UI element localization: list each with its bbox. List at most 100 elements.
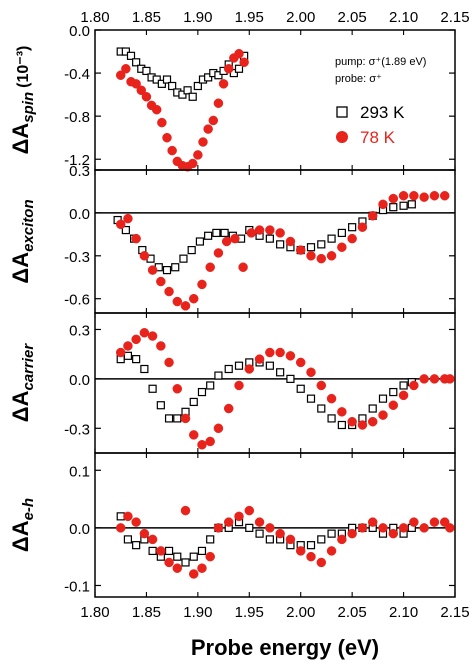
- data-point-78K: [139, 251, 150, 261]
- data-point-78K: [213, 423, 224, 434]
- series-293K: [116, 351, 416, 430]
- top-tick-label: 1.90: [183, 9, 212, 26]
- data-point-293K: [327, 234, 336, 243]
- data-point-78K: [378, 410, 388, 420]
- data-point-78K: [409, 517, 419, 527]
- data-point-78K: [275, 528, 285, 539]
- data-point-78K: [285, 236, 296, 247]
- data-point-78K: [398, 390, 409, 401]
- annotation: pump: σ⁺(1.89 eV) probe: σ⁺: [335, 56, 426, 85]
- y-tick-label: -1.2: [64, 152, 90, 169]
- data-point-293K: [195, 237, 205, 246]
- data-point-293K: [123, 351, 133, 360]
- data-point-78K: [295, 546, 306, 556]
- data-point-78K: [337, 534, 347, 545]
- data-point-293K: [206, 535, 215, 544]
- data-point-78K: [180, 413, 191, 424]
- data-point-293K: [389, 387, 398, 397]
- data-point-78K: [347, 528, 357, 539]
- panel-e-h: 0.1 0.0 -0.1 ΔAe-h: [8, 452, 456, 598]
- data-point-78K: [198, 137, 208, 147]
- data-point-78K: [167, 145, 177, 156]
- data-point-293K: [162, 266, 172, 275]
- data-point-78K: [316, 253, 327, 264]
- data-point-293K: [204, 73, 213, 82]
- data-point-293K: [148, 546, 157, 556]
- data-point-293K: [255, 529, 264, 538]
- data-point-78K: [208, 115, 219, 126]
- data-point-78K: [347, 233, 357, 244]
- data-point-293K: [276, 240, 285, 249]
- data-point-293K: [156, 401, 165, 410]
- data-point-78K: [265, 225, 275, 235]
- data-point-293K: [193, 81, 202, 91]
- data-point-78K: [306, 251, 316, 261]
- data-point-78K: [131, 233, 141, 244]
- data-point-78K: [295, 357, 306, 368]
- data-point-78K: [439, 190, 450, 201]
- data-point-78K: [244, 364, 255, 374]
- data-point-293K: [183, 86, 192, 95]
- data-point-78K: [378, 199, 388, 210]
- data-point-293K: [265, 234, 274, 243]
- data-point-78K: [205, 436, 215, 447]
- data-point-78K: [244, 505, 255, 516]
- top-tick-label: 2.10: [389, 9, 418, 26]
- data-point-78K: [188, 430, 199, 440]
- data-point-293K: [148, 384, 157, 393]
- legend-marker-293K: [336, 106, 348, 118]
- data-point-293K: [173, 414, 182, 423]
- data-point-293K: [168, 81, 177, 91]
- data-point-78K: [180, 301, 191, 311]
- data-point-78K: [213, 98, 224, 108]
- pump-annotation: pump: σ⁺(1.89 eV): [335, 56, 426, 68]
- bottom-tick-label: 1.95: [235, 604, 264, 621]
- data-point-78K: [326, 546, 337, 556]
- data-point-78K: [419, 374, 429, 384]
- data-point-78K: [221, 236, 232, 247]
- data-point-78K: [275, 347, 285, 358]
- panel-spin: 0.0 -0.4 -0.8 -1.2 ΔAspin(10⁻³): [8, 23, 456, 172]
- data-point-78K: [172, 296, 183, 307]
- data-point-293K: [378, 394, 388, 403]
- data-point-293K: [140, 364, 149, 374]
- data-point-78K: [429, 374, 440, 384]
- panel-exciton: 0.3 0.0 -0.3 -0.6 ΔAexciton: [8, 163, 456, 314]
- top-tick-label: 1.80: [80, 9, 109, 26]
- bottom-tick-label: 1.85: [132, 604, 161, 621]
- data-point-78K: [187, 158, 198, 169]
- data-point-293K: [132, 58, 141, 67]
- data-point-78K: [115, 219, 126, 230]
- y-tick-label: 0.0: [69, 372, 90, 389]
- data-point-78K: [203, 124, 213, 134]
- data-point-293K: [126, 51, 136, 60]
- data-point-78K: [295, 245, 306, 255]
- y-tick-label: -0.1: [64, 578, 90, 595]
- data-point-293K: [164, 414, 174, 423]
- data-point-293K: [121, 225, 130, 235]
- data-point-78K: [139, 528, 150, 539]
- data-point-78K: [197, 279, 207, 290]
- series-78K: [115, 190, 450, 311]
- data-point-293K: [204, 231, 213, 240]
- data-point-78K: [147, 265, 158, 275]
- data-point-78K: [180, 505, 191, 516]
- data-point-78K: [131, 79, 141, 89]
- data-point-293K: [164, 546, 174, 556]
- series-78K: [115, 505, 455, 579]
- data-point-78K: [115, 523, 126, 533]
- data-point-293K: [245, 523, 254, 532]
- data-point-78K: [398, 190, 409, 201]
- data-point-78K: [131, 334, 141, 345]
- bottom-tick-label: 2.10: [389, 604, 418, 621]
- data-point-78K: [337, 242, 347, 252]
- probe-annotation: probe: σ⁺: [335, 73, 382, 85]
- data-point-78K: [213, 523, 224, 533]
- data-point-293K: [197, 546, 207, 556]
- data-point-293K: [188, 92, 197, 101]
- data-point-78K: [238, 262, 248, 272]
- data-point-78K: [157, 117, 167, 128]
- data-point-78K: [136, 85, 147, 96]
- data-point-78K: [123, 511, 133, 522]
